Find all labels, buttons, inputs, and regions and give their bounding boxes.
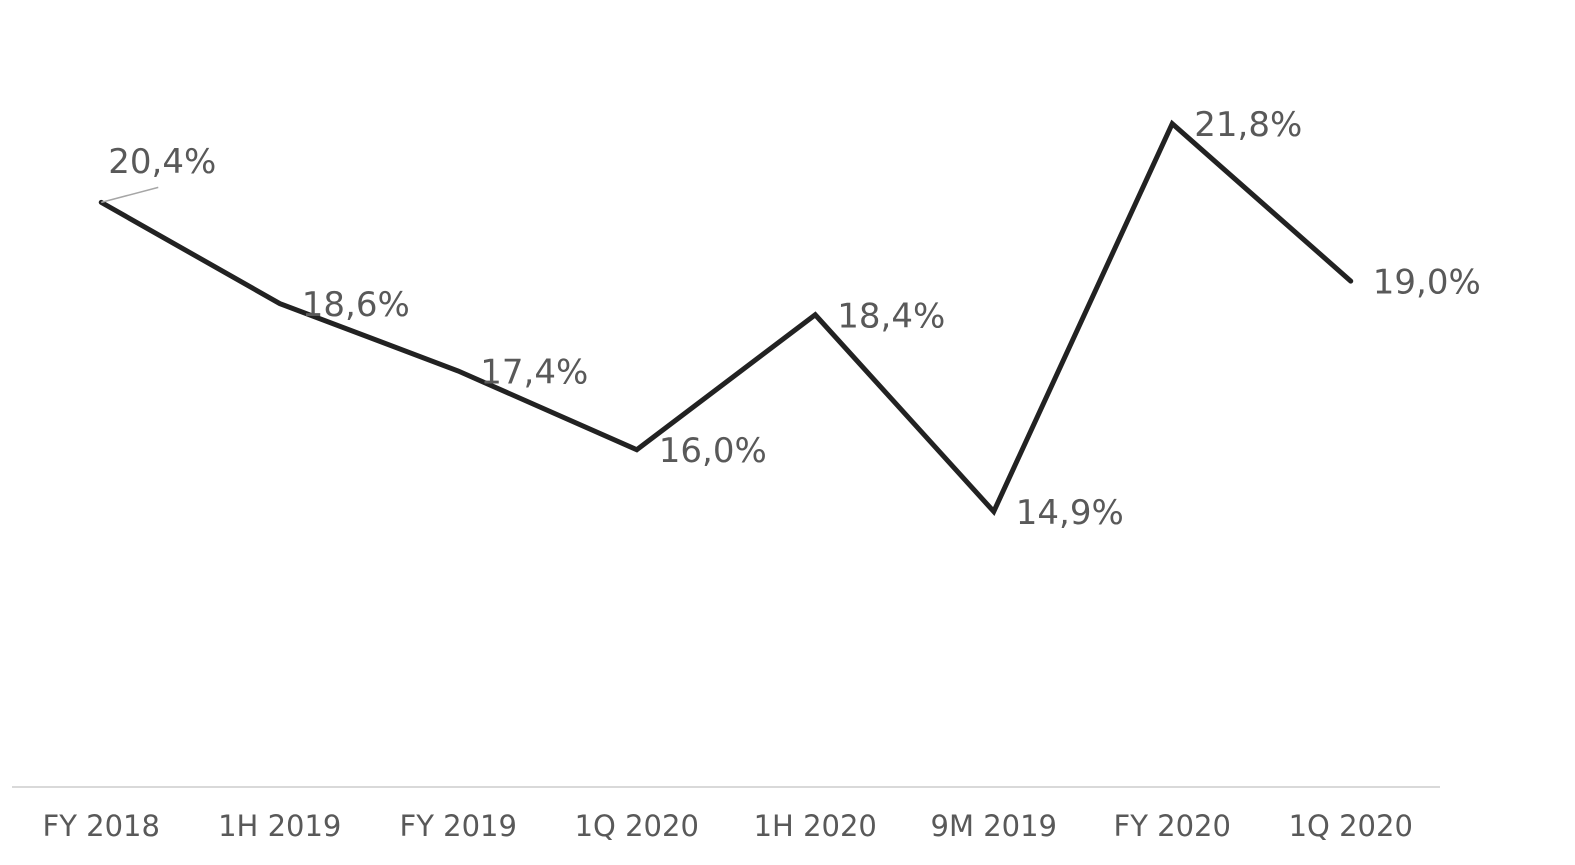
x-tick-label: 1H 2020 (754, 809, 877, 843)
x-tick-label: FY 2020 (1114, 809, 1231, 843)
x-tick-label: 9M 2019 (931, 809, 1058, 843)
x-tick-label: 1Q 2020 (575, 809, 699, 843)
data-label: 21,8% (1194, 105, 1302, 145)
x-tick-label: 1H 2019 (218, 809, 341, 843)
data-label: 20,4% (108, 142, 216, 182)
data-label: 16,0% (659, 431, 767, 471)
data-label: 18,4% (837, 296, 945, 336)
x-tick-label: FY 2019 (400, 809, 517, 843)
leader-line (101, 186, 159, 204)
line (98, 119, 1354, 517)
data-label: 19,0% (1373, 263, 1481, 303)
x-tick-label: 1Q 2020 (1289, 809, 1413, 843)
data-label: 14,9% (1016, 493, 1124, 533)
data-label: 17,4% (480, 353, 588, 393)
x-tick-label: FY 2018 (43, 809, 160, 843)
data-label: 18,6% (302, 285, 410, 325)
